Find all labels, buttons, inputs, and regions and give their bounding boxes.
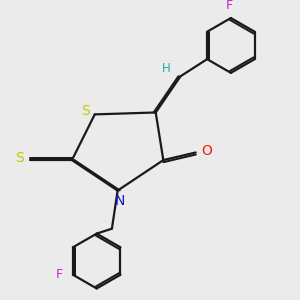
Text: F: F [225,0,233,12]
Text: N: N [114,194,125,208]
Text: S: S [15,151,24,165]
Text: S: S [81,103,90,118]
Text: O: O [201,144,212,158]
Text: H: H [162,62,170,75]
Text: F: F [56,268,63,281]
